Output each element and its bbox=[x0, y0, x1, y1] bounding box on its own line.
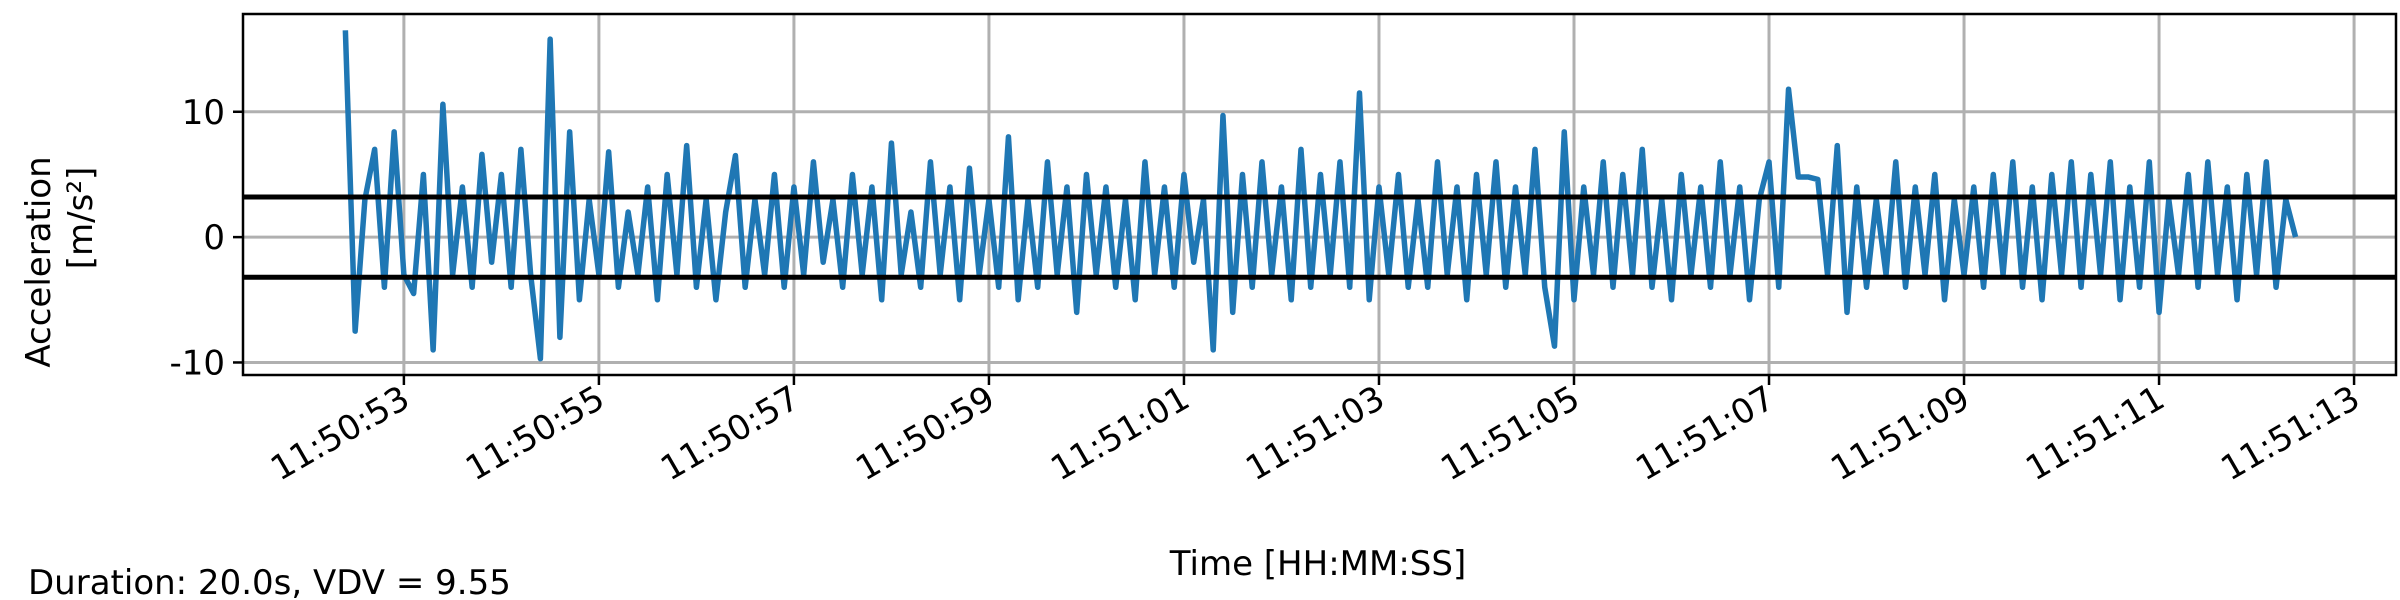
x-tick-label: 11:51:09 bbox=[1824, 378, 1976, 489]
x-tick-label: 11:51:13 bbox=[2214, 378, 2366, 489]
x-tick-label: 11:50:57 bbox=[654, 378, 806, 489]
annotation: Duration: 20.0s, VDV = 9.55 bbox=[28, 563, 511, 600]
y-tick-label: -10 bbox=[169, 343, 225, 383]
x-axis-label: Time [HH:MM:SS] bbox=[1169, 544, 1466, 584]
x-tick-label: 11:50:59 bbox=[849, 378, 1001, 489]
x-tick-label: 11:51:11 bbox=[2019, 378, 2171, 489]
y-tick-label: 10 bbox=[182, 93, 225, 133]
x-tick-label: 11:50:55 bbox=[459, 378, 611, 489]
y-tick-label: 0 bbox=[203, 218, 225, 258]
data-line bbox=[342, 30, 2299, 362]
x-tick-label: 11:51:07 bbox=[1629, 378, 1781, 489]
x-tick-label: 11:50:53 bbox=[264, 378, 416, 489]
plot-frame bbox=[241, 12, 2398, 377]
x-tick-label: 11:51:05 bbox=[1434, 378, 1586, 489]
x-tick-label: 11:51:01 bbox=[1044, 378, 1196, 489]
x-tick-label: 11:51:03 bbox=[1239, 378, 1391, 489]
y-axis-label: [m/s²] bbox=[61, 167, 101, 269]
y-axis-label: Acceleration bbox=[19, 156, 59, 367]
